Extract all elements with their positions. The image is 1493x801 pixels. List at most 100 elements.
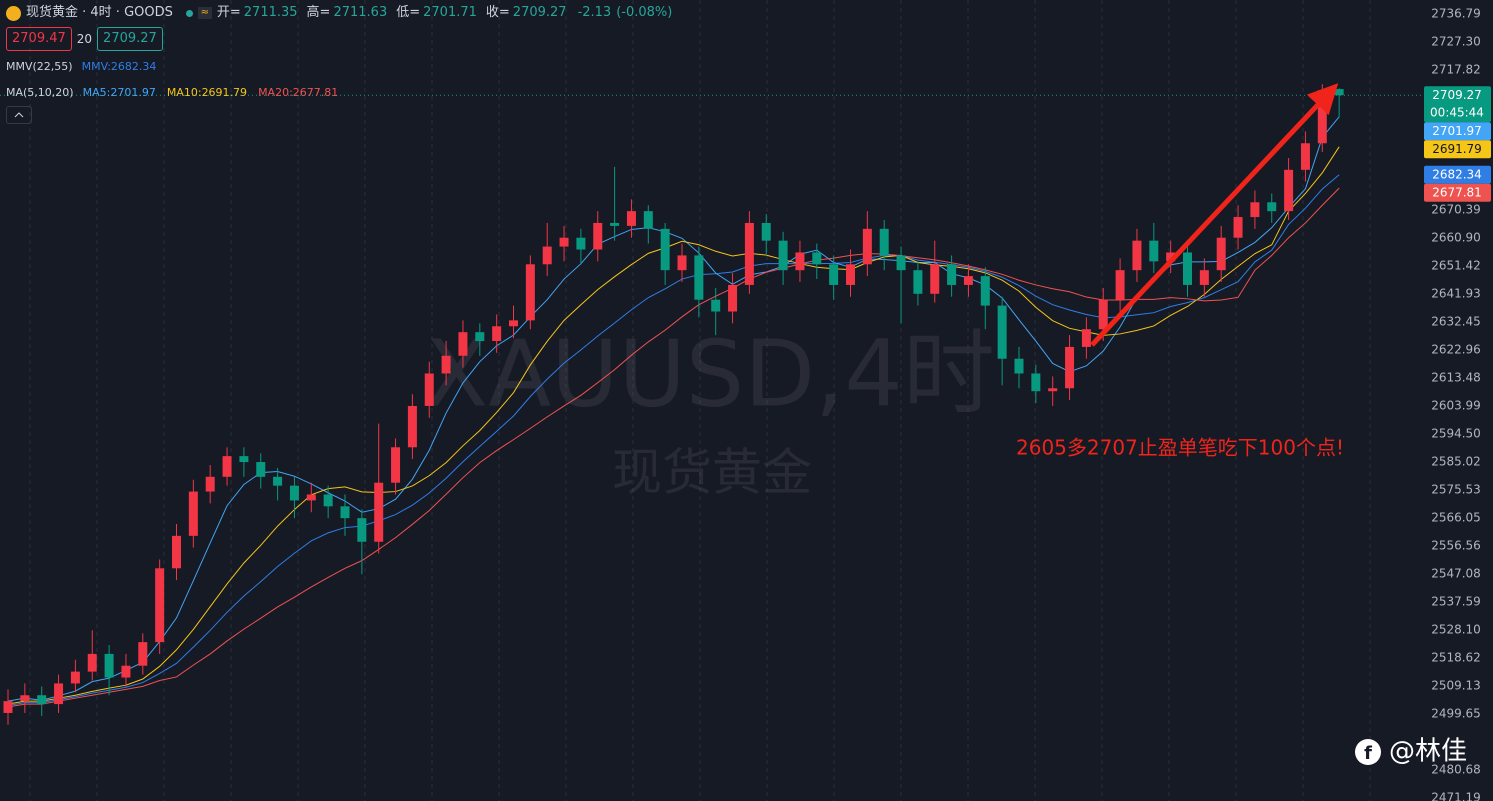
price-tag-label: 2691.79 xyxy=(1432,142,1482,156)
y-tick-label: 2670.39 xyxy=(1431,202,1481,216)
plot xyxy=(0,84,1422,725)
candle-body xyxy=(930,264,940,294)
candle-body xyxy=(728,284,738,312)
indicator-legend: MMV(22,55) MMV:2682.34 xyxy=(6,57,672,77)
y-tick-label: 2641.93 xyxy=(1431,286,1481,300)
candle-body xyxy=(306,494,316,501)
candle-body xyxy=(1166,252,1176,262)
legend-name: MA20 xyxy=(258,86,290,99)
y-tick-label: 2499.65 xyxy=(1431,706,1481,720)
candle-body xyxy=(87,653,97,672)
candle-body xyxy=(1132,240,1142,271)
candle-body xyxy=(626,211,636,226)
legend-name: MA10 xyxy=(166,86,198,99)
author-icon-glyph: f xyxy=(1364,743,1372,764)
candle-body xyxy=(896,255,906,271)
indicator-label: MMV(22,55) xyxy=(6,60,73,73)
y-tick-label: 2651.42 xyxy=(1431,258,1481,272)
ohlc-label: 低= xyxy=(396,5,421,20)
quote-row: 2709.47 20 2709.27 xyxy=(6,27,672,51)
candle-body xyxy=(1216,237,1226,271)
candle-body xyxy=(273,476,283,486)
ohlc-legend: 开= 2711.35 高= 2711.63 低= 2701.71 收= 2709.27 xyxy=(217,3,573,23)
candle-body xyxy=(997,305,1007,359)
candle-body xyxy=(188,491,198,536)
candle-body xyxy=(525,264,535,321)
candle-body xyxy=(222,456,232,477)
y-tick-label: 2509.13 xyxy=(1431,678,1481,692)
price-tag xyxy=(1424,122,1491,141)
price-tag-label: 2682.34 xyxy=(1432,168,1482,182)
candle-body xyxy=(963,276,973,285)
y-tick-label: 2622.96 xyxy=(1431,342,1481,356)
y-tick-label: 2528.10 xyxy=(1431,623,1481,637)
legend-separator: : xyxy=(106,86,111,99)
symbol-icon xyxy=(6,5,21,21)
ohlc-label: 开= xyxy=(216,5,241,20)
ask[interactable]: 2709.27 xyxy=(97,27,163,51)
chevron xyxy=(14,112,24,118)
author: @林佳 xyxy=(1389,737,1467,767)
candle-body xyxy=(289,485,299,501)
candle-body xyxy=(1317,90,1327,144)
candle-body xyxy=(862,228,872,265)
change: -2.13 xyxy=(577,5,612,20)
ohlc-value: 2701.71 xyxy=(423,5,477,20)
y-tick-label: 2660.90 xyxy=(1431,231,1481,245)
title-row: 现货黄金 · 4时 · GOODS ≈ 开= 2711.35 高= 2711.63 低=… xyxy=(6,3,672,23)
spread: 20 xyxy=(76,32,93,46)
candle-body xyxy=(424,373,434,406)
candle-body xyxy=(509,320,518,327)
indicator-line xyxy=(7,146,1340,705)
candle-body xyxy=(239,456,249,463)
legend-separator: : xyxy=(197,86,202,99)
y-tick-label: 2547.08 xyxy=(1431,566,1481,580)
candle-body xyxy=(1031,373,1041,392)
candle-body xyxy=(694,255,704,300)
candle-body xyxy=(1334,89,1344,96)
legend-name: MA5 xyxy=(82,86,107,99)
candle-body xyxy=(54,683,64,705)
candle-body xyxy=(559,237,569,247)
y-tick-label: 2585.02 xyxy=(1431,454,1481,468)
candle-body xyxy=(205,476,215,492)
y-tick-label: 2575.53 xyxy=(1431,482,1481,496)
candle-body xyxy=(391,447,401,483)
candle-body xyxy=(1098,299,1108,330)
y-tick-label: 2537.59 xyxy=(1431,594,1481,608)
author-icon xyxy=(1355,739,1381,765)
legend-entry: MMV:2682.34 xyxy=(82,57,157,77)
header: 现货黄金 · 4时 · GOODS ≈ 开= 2711.35 高= 2711.63 低=… xyxy=(6,3,672,124)
candle-body xyxy=(374,482,384,542)
y-tick-label: 2594.50 xyxy=(1431,427,1481,441)
ohlc-value: 2711.63 xyxy=(333,5,388,20)
candle-body xyxy=(70,671,80,684)
candle-body xyxy=(492,326,502,342)
candle-body xyxy=(711,299,721,312)
countdown: 00:45:44 xyxy=(1430,106,1484,120)
ohlc-value: 2711.35 xyxy=(243,5,298,20)
watermark-name: 现货黄金 xyxy=(612,444,812,502)
candle-body xyxy=(778,240,788,271)
candle-body xyxy=(475,332,485,342)
candle-body xyxy=(1267,202,1277,212)
candle-body xyxy=(1081,329,1091,347)
legend-value: 2701.97 xyxy=(110,86,156,99)
ohlc-value: 2709.27 xyxy=(512,5,567,20)
legend-value: 2677.81 xyxy=(292,86,339,99)
candle-body xyxy=(643,211,653,229)
candle-body xyxy=(1183,252,1192,285)
collapse-button[interactable] xyxy=(6,106,32,124)
bid[interactable]: 2709.47 xyxy=(6,27,72,51)
candle-body xyxy=(677,255,687,271)
change-percent: (-0.08%) xyxy=(616,5,673,20)
candle-body xyxy=(947,264,957,285)
candle-body xyxy=(829,264,839,285)
price-axis-labels: 2736.79 2727.30 2717.82 2670.39 2660.90 2651.… xyxy=(1424,6,1491,801)
price-tag xyxy=(1424,165,1491,184)
candle-body xyxy=(795,252,805,271)
status-dot xyxy=(185,9,193,17)
candle-body xyxy=(155,568,165,643)
candle-body xyxy=(1233,217,1243,238)
